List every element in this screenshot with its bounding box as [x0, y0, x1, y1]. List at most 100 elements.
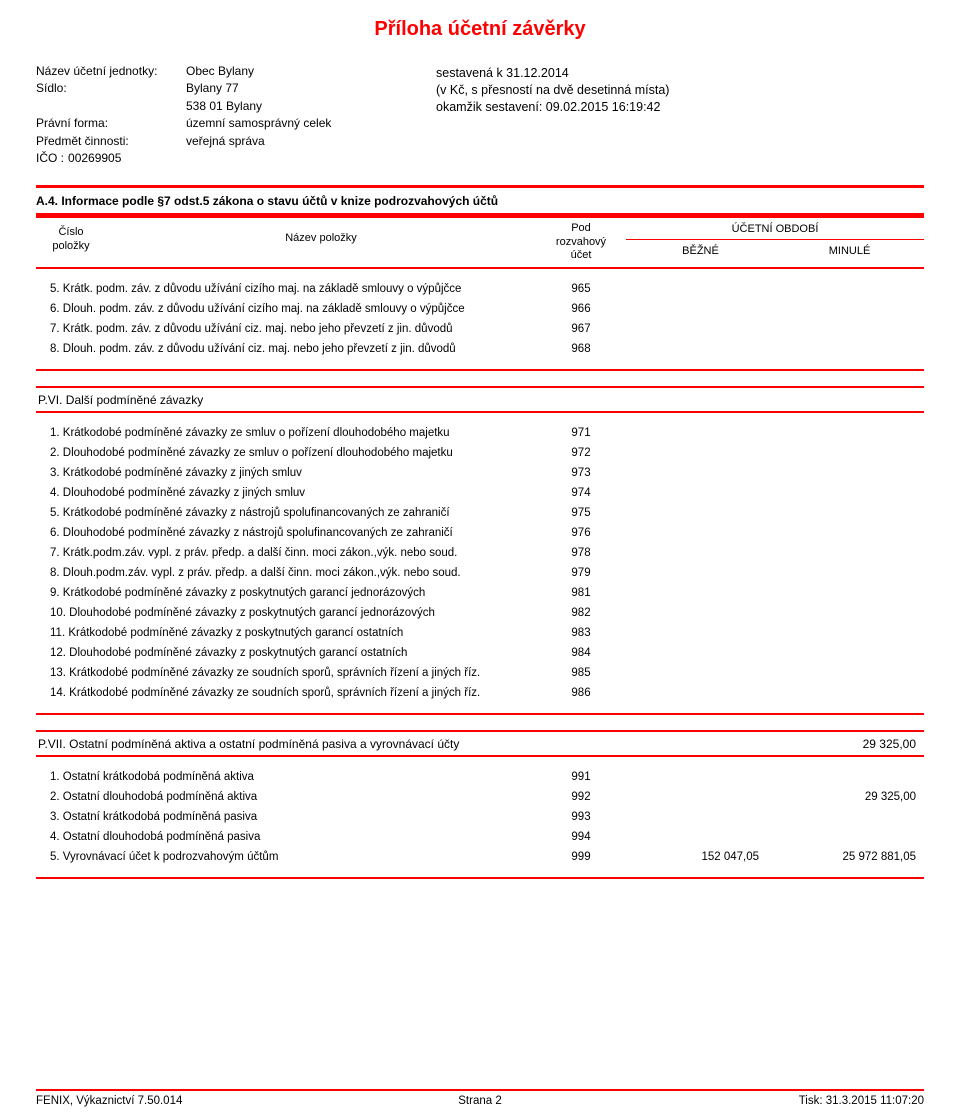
row-account: 975 [536, 507, 626, 519]
row-account: 982 [536, 607, 626, 619]
row-value-current [626, 687, 783, 699]
row-account: 986 [536, 687, 626, 699]
row-account: 972 [536, 447, 626, 459]
footer-mid: Strana 2 [332, 1095, 628, 1107]
row-label: 8. Dlouh.podm.záv. vypl. z práv. předp. … [36, 567, 536, 579]
row-account: 991 [536, 771, 626, 783]
row-value-current: 152 047,05 [626, 851, 783, 863]
row-value-current [626, 811, 783, 823]
row-account: 973 [536, 467, 626, 479]
page: Příloha účetní závěrky Název účetní jedn… [0, 0, 960, 1119]
entity-value: Obec Bylany [186, 63, 396, 80]
activity-value: veřejná správa [186, 133, 396, 150]
row-value-current [626, 791, 783, 803]
table-row: 1. Ostatní krátkodobá podmíněná aktiva99… [36, 767, 924, 787]
section-pvi-heading-bar: P.VI. Další podmíněné závazky [36, 386, 924, 413]
row-value-previous [783, 667, 924, 679]
section-a4-heading-bar: A.4. Informace podle §7 odst.5 zákona o … [36, 185, 924, 216]
row-value-current [626, 587, 783, 599]
row-label: 7. Krátk.podm.záv. vypl. z práv. předp. … [36, 547, 536, 559]
col-current: BĚŽNÉ [626, 240, 775, 262]
row-value-current [626, 343, 783, 355]
row-value-current [626, 303, 783, 315]
row-value-current [626, 283, 783, 295]
entity-label: Název účetní jednotky: [36, 63, 186, 80]
row-value-current [626, 467, 783, 479]
row-label: 1. Ostatní krátkodobá podmíněná aktiva [36, 771, 536, 783]
row-label: 11. Krátkodobé podmíněné závazky z posky… [36, 627, 536, 639]
row-account: 965 [536, 283, 626, 295]
table-row: 6. Dlouh. podm. záv. z důvodu užívání ci… [36, 299, 924, 319]
form-label: Právní forma: [36, 115, 186, 132]
row-account: 994 [536, 831, 626, 843]
section-pvi-v2 [738, 393, 924, 407]
table-row: 10. Dlouhodobé podmíněné závazky z posky… [36, 603, 924, 623]
row-label: 2. Ostatní dlouhodobá podmíněná aktiva [36, 791, 536, 803]
row-account: 981 [536, 587, 626, 599]
row-value-current [626, 323, 783, 335]
doc-title: Příloha účetní závěrky [36, 18, 924, 41]
table-row: 5. Krátk. podm. záv. z důvodu užívání ci… [36, 279, 924, 299]
section-pvii-rows: 1. Ostatní krátkodobá podmíněná aktiva99… [36, 757, 924, 875]
column-header-bar: Číslo položky Název položky Pod rozvahov… [36, 216, 924, 269]
row-value-previous [783, 547, 924, 559]
row-value-previous [783, 831, 924, 843]
footer-right: Tisk: 31.3.2015 11:07:20 [628, 1095, 924, 1107]
row-value-current [626, 527, 783, 539]
row-label: 13. Krátkodobé podmíněné závazky ze soud… [36, 667, 536, 679]
row-value-current [626, 547, 783, 559]
section-pvi-heading: P.VI. Další podmíněné závazky [36, 393, 536, 407]
row-label: 3. Krátkodobé podmíněné závazky z jiných… [36, 467, 536, 479]
header-left: Název účetní jednotky: Obec Bylany Sídlo… [36, 63, 396, 167]
table-row: 5. Vyrovnávací účet k podrozvahovým účtů… [36, 847, 924, 867]
table-row: 4. Dlouhodobé podmíněné závazky z jiných… [36, 483, 924, 503]
row-account: 999 [536, 851, 626, 863]
row-value-previous [783, 507, 924, 519]
row-label: 8. Dlouh. podm. záv. z důvodu užívání ci… [36, 343, 536, 355]
col-number-l1: Číslo [38, 226, 104, 240]
row-value-previous [783, 771, 924, 783]
row-value-previous [783, 687, 924, 699]
row-value-previous [783, 647, 924, 659]
row-account: 974 [536, 487, 626, 499]
row-value-previous [783, 527, 924, 539]
ico-value: 00269905 [68, 150, 121, 167]
col-account: Pod rozvahový účet [536, 218, 626, 267]
ico-label: IČO : [36, 150, 64, 167]
row-label: 9. Krátkodobé podmíněné závazky z poskyt… [36, 587, 536, 599]
col-period: ÚČETNÍ OBDOBÍ BĚŽNÉ MINULÉ [626, 218, 924, 267]
section-pvi-v1 [536, 393, 738, 407]
row-value-previous: 29 325,00 [783, 791, 924, 803]
table-row: 8. Dlouh.podm.záv. vypl. z práv. předp. … [36, 563, 924, 583]
row-value-previous [783, 467, 924, 479]
row-account: 992 [536, 791, 626, 803]
col-name: Název položky [106, 218, 536, 267]
row-account: 979 [536, 567, 626, 579]
row-label: 7. Krátk. podm. záv. z důvodu užívání ci… [36, 323, 536, 335]
row-label: 14. Krátkodobé podmíněné závazky ze soud… [36, 687, 536, 699]
table-row: 6. Dlouhodobé podmíněné závazky z nástro… [36, 523, 924, 543]
compiled-moment: okamžik sestavení: 09.02.2015 16:19:42 [436, 99, 924, 116]
form-value: územní samosprávný celek [186, 115, 396, 132]
row-value-current [626, 567, 783, 579]
row-value-previous [783, 587, 924, 599]
header-block: Název účetní jednotky: Obec Bylany Sídlo… [36, 63, 924, 167]
section-pvii-heading-bar: P.VII. Ostatní podmíněná aktiva a ostatn… [36, 730, 924, 757]
table-row: 3. Ostatní krátkodobá podmíněná pasiva99… [36, 807, 924, 827]
col-account-l1: Pod [538, 222, 624, 236]
section-pvi-rows: 1. Krátkodobé podmíněné závazky ze smluv… [36, 413, 924, 711]
footer-left: FENIX, Výkaznictví 7.50.014 [36, 1095, 332, 1107]
footer: FENIX, Výkaznictví 7.50.014 Strana 2 Tis… [36, 1089, 924, 1107]
row-value-previous [783, 427, 924, 439]
row-label: 3. Ostatní krátkodobá podmíněná pasiva [36, 811, 536, 823]
row-account: 993 [536, 811, 626, 823]
row-account: 966 [536, 303, 626, 315]
spacer [36, 98, 186, 115]
row-label: 10. Dlouhodobé podmíněné závazky z posky… [36, 607, 536, 619]
row-value-current [626, 447, 783, 459]
table-row: 3. Krátkodobé podmíněné závazky z jiných… [36, 463, 924, 483]
col-account-l3: účet [538, 249, 624, 263]
row-label: 5. Krátkodobé podmíněné závazky z nástro… [36, 507, 536, 519]
row-value-current [626, 627, 783, 639]
row-label: 4. Dlouhodobé podmíněné závazky z jiných… [36, 487, 536, 499]
